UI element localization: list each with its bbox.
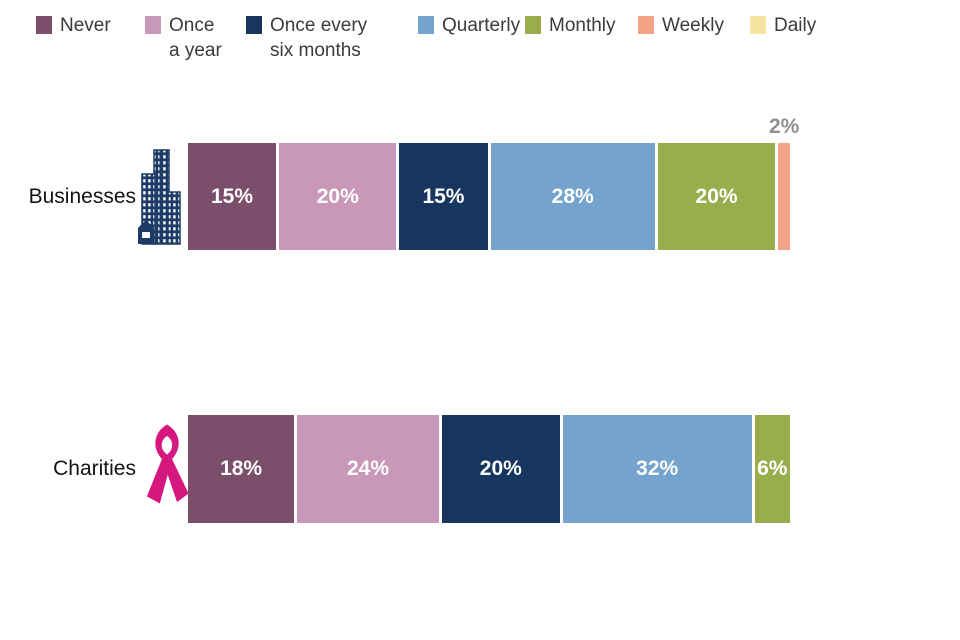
segment-charities-never: 18% — [188, 415, 295, 523]
legend-swatch — [418, 16, 434, 34]
row-businesses: Businesses 15% 20% 15% 28% 20% 2% — [0, 115, 960, 250]
segment-label: 15% — [422, 184, 465, 208]
segment-label: 18% — [220, 457, 263, 480]
row-label-businesses: Businesses — [28, 184, 136, 208]
buildings-icon — [137, 148, 183, 246]
legend-swatch — [638, 16, 654, 34]
legend: Never Once a year Once every six months Qua… — [36, 14, 816, 63]
segment-charities-monthly: 6% — [754, 415, 790, 523]
segment-businesses-once-every-six-months: 15% — [399, 143, 488, 250]
row-label-charities: Charities — [53, 457, 136, 480]
segment-businesses-weekly: 2% — [769, 115, 799, 250]
legend-label: Daily — [774, 15, 817, 36]
segment-charities-once-every-six-months: 20% — [441, 415, 560, 523]
segment-charities-quarterly: 32% — [562, 415, 752, 523]
legend-label: Once every six months — [270, 15, 368, 61]
legend-label: Quarterly — [442, 15, 521, 36]
segment-businesses-quarterly: 28% — [490, 143, 655, 250]
legend-swatch — [246, 16, 262, 34]
awareness-ribbon-icon — [144, 423, 190, 515]
legend-item-daily: Daily — [750, 14, 816, 39]
segment-label: 24% — [346, 457, 390, 480]
legend-label: Weekly — [662, 15, 724, 36]
legend-swatch — [145, 16, 161, 34]
segment-charities-once-a-year: 24% — [297, 415, 439, 523]
legend-swatch — [525, 16, 541, 34]
legend-label: Monthly — [549, 15, 616, 36]
row-charities: Charities 18% 24% 20% 32% 6% — [0, 415, 960, 523]
segment-businesses-once-a-year: 20% — [279, 143, 397, 250]
segment-businesses-monthly: 20% — [657, 143, 776, 250]
charities-bar: 18% 24% 20% 32% 6% — [188, 415, 790, 523]
segment-label: 20% — [479, 457, 522, 480]
businesses-bar: 15% 20% 15% 28% 20% 2% — [188, 115, 799, 250]
legend-item-once-a-year: Once a year — [145, 14, 246, 63]
legend-swatch — [750, 16, 766, 34]
segment-businesses-never: 15% — [188, 143, 277, 250]
legend-label: Once a year — [169, 15, 222, 61]
legend-item-once-every-six-months: Once every six months — [246, 14, 418, 63]
segment-label: 2% — [768, 115, 800, 138]
segment-label: 28% — [551, 184, 594, 208]
legend-item-never: Never — [36, 14, 145, 39]
segment-label: 20% — [695, 184, 738, 208]
legend-item-monthly: Monthly — [525, 14, 638, 39]
segment-label: 32% — [636, 457, 679, 480]
segment-label: 6% — [757, 457, 788, 480]
legend-item-quarterly: Quarterly — [418, 14, 525, 39]
segment-label: 15% — [211, 184, 254, 208]
legend-item-weekly: Weekly — [638, 14, 750, 39]
segment-label: 20% — [316, 184, 359, 208]
legend-label: Never — [60, 15, 111, 36]
legend-swatch — [36, 16, 52, 34]
